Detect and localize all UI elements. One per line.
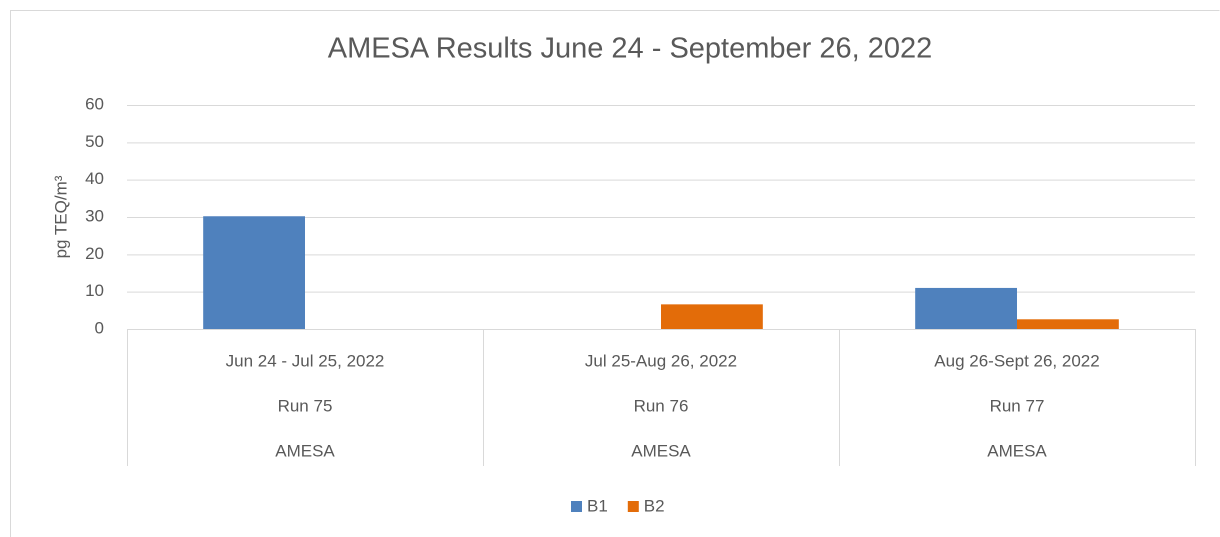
bar	[1017, 319, 1119, 329]
x-tick-label: Run 75	[278, 396, 333, 415]
chart-border	[10, 10, 1220, 537]
legend-swatch	[571, 501, 582, 512]
x-tick-label: Jun 24 - Jul 25, 2022	[226, 351, 385, 370]
y-tick-label: 40	[85, 169, 104, 188]
y-tick-label: 30	[85, 206, 104, 225]
x-tick-label: Run 76	[634, 396, 689, 415]
bar	[661, 304, 763, 329]
legend-label: B2	[644, 496, 665, 515]
x-tick-label: Aug 26-Sept 26, 2022	[934, 351, 1099, 370]
y-tick-label: 20	[85, 244, 104, 263]
y-tick-label: 60	[85, 94, 104, 113]
x-tick-label: AMESA	[631, 441, 691, 460]
x-tick-label: AMESA	[275, 441, 335, 460]
x-tick-label: AMESA	[987, 441, 1047, 460]
x-tick-label: Run 77	[990, 396, 1045, 415]
x-tick-label: Jul 25-Aug 26, 2022	[585, 351, 737, 370]
y-tick-label: 50	[85, 132, 104, 151]
y-tick-label: 10	[85, 281, 104, 300]
legend-swatch	[627, 501, 639, 512]
bar	[203, 216, 305, 329]
bar	[915, 287, 1017, 329]
chart-title: AMESA Results June 24 - September 26, 20…	[328, 33, 933, 65]
y-axis-label: pg TEQ/m³	[51, 175, 70, 258]
y-tick-label: 0	[95, 318, 104, 337]
legend-label: B1	[587, 496, 608, 515]
